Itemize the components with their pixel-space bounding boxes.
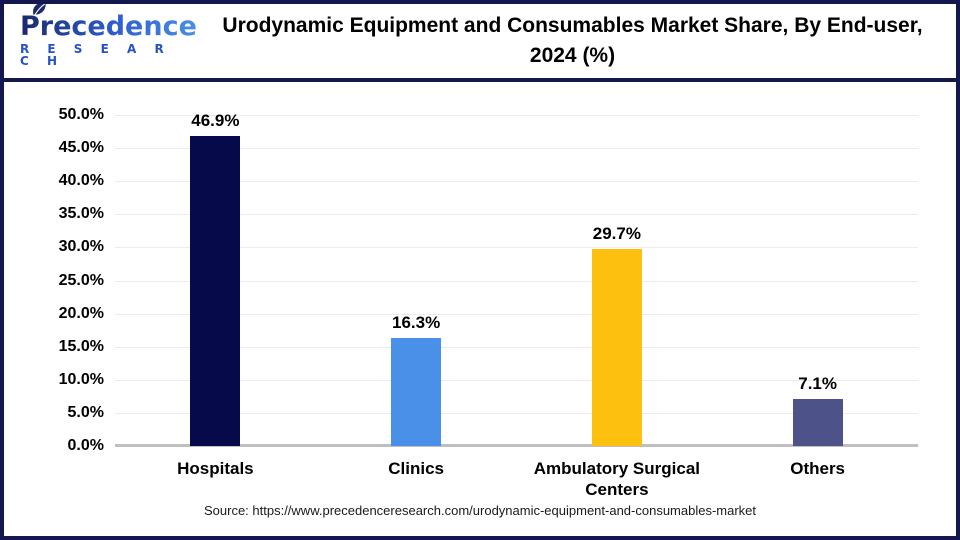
- bar-value-label: 46.9%: [191, 110, 240, 130]
- y-tick-label: 35.0%: [58, 205, 104, 223]
- gridline: [115, 181, 918, 183]
- bar-others: [792, 399, 843, 446]
- gridline: [115, 115, 918, 116]
- gridline: [115, 412, 918, 414]
- y-tick-label: 10.0%: [58, 370, 104, 388]
- y-tick-label: 40.0%: [58, 172, 104, 190]
- leaf-icon: [33, 4, 46, 16]
- y-tick-label: 30.0%: [58, 238, 104, 256]
- y-tick-label: 50.0%: [58, 106, 104, 123]
- y-tick-label: 0.0%: [67, 437, 104, 454]
- gridline: [115, 148, 918, 150]
- x-tick-label: Clinics: [388, 459, 444, 478]
- bar-clinics: [391, 338, 442, 446]
- bar-value-label: 7.1%: [798, 374, 837, 393]
- plot-area: 46.9% 16.3% 29.7% 7.1%: [115, 111, 918, 447]
- y-tick-label: 45.0%: [58, 139, 104, 157]
- y-tick-label: 5.0%: [67, 403, 104, 421]
- gridline: [115, 214, 918, 216]
- gridline: [115, 247, 918, 249]
- gridline: [115, 313, 918, 315]
- source-note: Source: https://www.precedenceresearch.c…: [203, 503, 757, 518]
- gridline: [115, 280, 918, 282]
- gridline: [115, 379, 918, 381]
- y-tick-label: 15.0%: [58, 337, 104, 355]
- bar-value-label: 16.3%: [392, 313, 441, 333]
- header: Precedence R E S E A R C H Urodynamic Eq…: [4, 4, 956, 82]
- gridline: [115, 346, 918, 348]
- x-axis-line: [115, 444, 918, 447]
- brand-logo: Precedence R E S E A R C H: [4, 4, 197, 70]
- chart-title: Urodynamic Equipment and Consumables Mar…: [222, 13, 923, 67]
- y-tick-label: 20.0%: [58, 304, 104, 322]
- bar-hospitals: [190, 135, 241, 446]
- logo-sub-text: R E S E A R C H: [20, 41, 171, 68]
- y-tick-label: 25.0%: [58, 271, 104, 289]
- x-tick-label: Others: [790, 459, 846, 478]
- bar-value-label: 29.7%: [592, 224, 641, 244]
- logo-brand-text: Precedence: [20, 10, 197, 42]
- x-tick-label: Hospitals: [177, 459, 254, 478]
- title-wrap: Urodynamic Equipment and Consumables Mar…: [189, 11, 956, 72]
- x-tick-label: Ambulatory Surgical Centers: [533, 459, 700, 500]
- chart-region: 46.9% 16.3% 29.7% 7.1% Source: https://www.…: [4, 82, 956, 530]
- bar-ambulatory-surgical-centers: [591, 249, 642, 446]
